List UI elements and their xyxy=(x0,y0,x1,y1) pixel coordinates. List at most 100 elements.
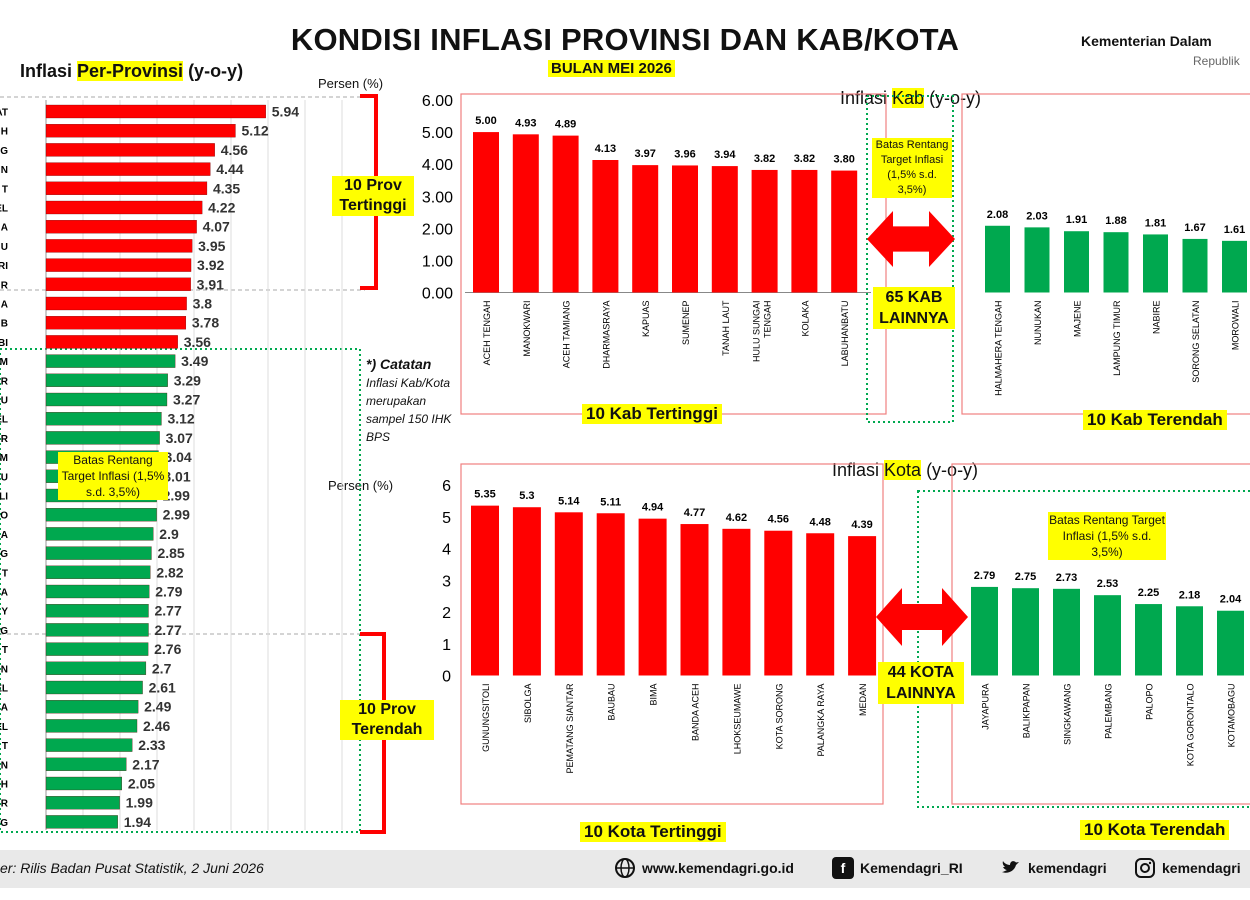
prov-category-label: R xyxy=(1,280,9,291)
instagram-icon xyxy=(1134,857,1156,879)
prov-bar xyxy=(45,604,149,618)
g-kota-high-category-label: BIMA xyxy=(649,684,659,706)
footer-instagram[interactable]: kemendagri xyxy=(1134,857,1241,879)
g-kota-high-bar xyxy=(471,505,499,676)
footer-source: er: Rilis Badan Pusat Statistik, 2 Juni … xyxy=(0,860,264,876)
g-kota-high-ytick: 5 xyxy=(442,510,451,527)
g-kota-high-category-label: MEDAN xyxy=(858,684,868,717)
g-kota-low-category-label: KOTA GORONTALO xyxy=(1186,684,1196,767)
prov-target-frame xyxy=(0,348,361,833)
g-kab-high-category-label: SUMENEP xyxy=(681,301,691,346)
g-kab-high-bar xyxy=(632,165,659,293)
prov-category-label: R xyxy=(1,376,9,387)
g-kota-high-category-label: KOTA SORONG xyxy=(774,684,784,750)
g-kota-high-bar xyxy=(722,528,751,676)
footer-facebook[interactable]: f Kemendagri_RI xyxy=(832,857,963,879)
g-kab-high-bar xyxy=(473,132,499,293)
g-kota-high-category-label: BANDA ACEH xyxy=(691,684,701,742)
prov-bar xyxy=(45,373,168,387)
prov-value-label: 2.79 xyxy=(155,584,182,600)
prov-category-label: H xyxy=(1,127,8,138)
g-kota-low-value-label: 2.25 xyxy=(1138,587,1159,599)
prov-category-label: M xyxy=(0,357,8,368)
g-kab-high-ytick: 0.00 xyxy=(422,286,453,303)
g-kota-low-category-label: BALIKPAPAN xyxy=(1022,684,1032,739)
g-kota-high-category-label: LHOKSEUMAWE xyxy=(732,684,742,755)
prov-bar xyxy=(45,661,147,675)
g-kab-low-bar xyxy=(1103,232,1129,293)
g-kab-high-value-label: 4.13 xyxy=(595,143,616,155)
prov-value-label: 2.61 xyxy=(149,680,176,696)
prov-category-label: T xyxy=(2,568,8,579)
footer-website[interactable]: www.kemendagri.go.id xyxy=(614,857,794,879)
g-kab-high-ytick: 3.00 xyxy=(422,189,453,206)
g-kota-high-category-label: BAUBAU xyxy=(607,684,617,721)
g-kota-low-value-label: 2.79 xyxy=(974,570,995,582)
g-kota-low-bar xyxy=(1135,604,1162,676)
prov-value-label: 2.49 xyxy=(144,699,171,715)
kota-chart-title: Inflasi Kota (y-o-y) xyxy=(832,460,978,481)
prov-category-label: B xyxy=(1,319,8,330)
g-kab-high-value-label: 3.82 xyxy=(754,153,775,165)
kota-high-bar-chart: 0 1 2 3 4 5 6 5.35 GUNUNGSITOLI 5.3 SIBOLGA 5.14 PEM… xyxy=(442,478,877,774)
g-kab-high-ytick: 4.00 xyxy=(422,157,453,174)
prov-bar xyxy=(45,431,160,445)
prov-bar xyxy=(45,162,211,176)
kota-title-highlight: Kota xyxy=(884,460,922,480)
g-kota-high-ytick: 1 xyxy=(442,637,451,654)
prov-bar xyxy=(45,757,127,771)
g-kab-high-category-label: LABUHANBATU xyxy=(840,301,850,367)
prov-value-label: 3.56 xyxy=(184,334,211,350)
prov-category-label: A xyxy=(1,530,8,541)
prov-bar xyxy=(45,239,193,253)
g-kab-high-bar xyxy=(552,135,579,293)
g-kab-high-ytick: 6.00 xyxy=(422,93,453,110)
prov-bar xyxy=(45,738,133,752)
prov-category-label: EL xyxy=(0,684,8,695)
prov-top-label: 10 Prov Tertinggi xyxy=(332,176,414,216)
prov-bar xyxy=(45,680,143,695)
chart-decorations xyxy=(360,94,968,834)
kab-double-arrow-icon xyxy=(867,211,955,267)
g-kab-low-category-label: NABIRE xyxy=(1152,301,1162,335)
prov-value-label: 4.22 xyxy=(208,200,235,216)
g-kota-high-value-label: 5.3 xyxy=(519,490,534,502)
g-kab-low-category-label: NUNUKAN xyxy=(1033,301,1043,346)
g-kota-high-value-label: 5.35 xyxy=(474,489,495,501)
g-kab-high-category-label: ACEH TAMIANG xyxy=(562,301,572,369)
g-kota-high-value-label: 4.94 xyxy=(642,502,664,514)
prov-value-label: 1.94 xyxy=(124,814,151,830)
prov-category-label: T xyxy=(2,741,8,752)
kota-double-arrow-icon xyxy=(876,588,968,646)
kab-title-highlight: Kab xyxy=(892,88,925,108)
footer-twitter[interactable]: kemendagri xyxy=(1000,857,1107,879)
prov-value-label: 2.33 xyxy=(138,737,165,753)
prov-value-label: 1.99 xyxy=(126,795,153,811)
prov-bar xyxy=(45,776,122,791)
period-subtitle: BULAN MEI 2026 xyxy=(548,60,675,77)
prov-title-prefix: Inflasi xyxy=(20,61,78,81)
g-kota-high-bar xyxy=(596,513,625,676)
prov-category-label: A xyxy=(1,703,8,714)
kota-top-caption: 10 Kota Tertinggi xyxy=(580,822,726,842)
prov-category-label: A xyxy=(1,588,8,599)
g-kota-high-bar xyxy=(848,536,877,676)
prov-bar xyxy=(45,181,208,195)
prov-category-label: Y xyxy=(1,607,8,618)
prov-value-label: 4.56 xyxy=(221,142,248,158)
g-kota-high-bar xyxy=(638,518,667,676)
prov-category-label: T xyxy=(2,645,8,656)
kota-bottom-caption: 10 Kota Terendah xyxy=(1080,820,1230,840)
prov-value-label: 3.95 xyxy=(198,238,225,254)
prov-value-label: 2.05 xyxy=(128,776,155,792)
prov-bar xyxy=(45,565,151,579)
prov-category-label: EL xyxy=(0,204,8,215)
prov-bar xyxy=(45,815,118,829)
g-kab-low-value-label: 1.67 xyxy=(1184,222,1205,234)
twitter-icon xyxy=(1000,857,1022,879)
prov-bar xyxy=(45,220,197,234)
g-kota-low-bar xyxy=(1217,610,1244,676)
prov-category-label: G xyxy=(0,818,8,829)
g-kab-low-bar xyxy=(985,225,1010,293)
